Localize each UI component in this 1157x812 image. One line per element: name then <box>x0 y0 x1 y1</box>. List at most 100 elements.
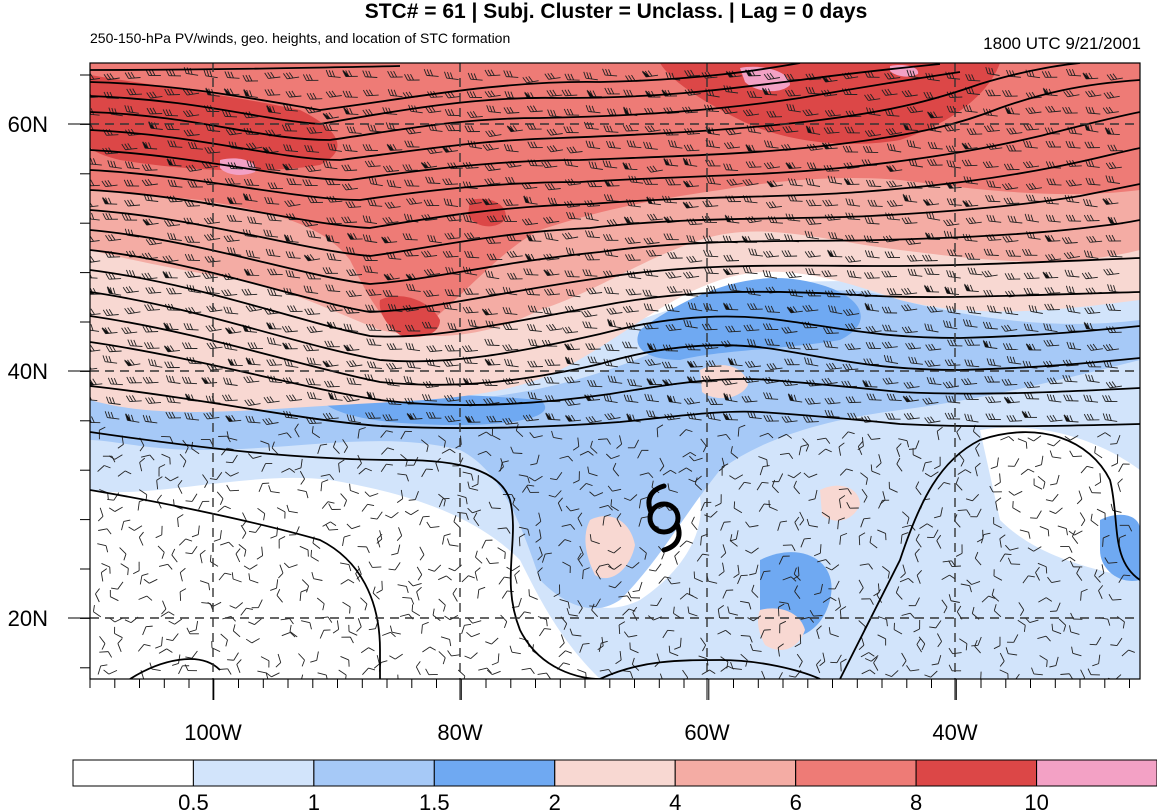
wind-barb <box>235 548 241 563</box>
wind-barb <box>1004 272 1021 280</box>
wind-barb <box>185 545 198 555</box>
wind-barb <box>305 378 321 386</box>
wind-barb <box>777 603 785 617</box>
wind-barb <box>772 473 784 483</box>
wind-barb <box>522 76 539 84</box>
wind-barb <box>925 343 942 351</box>
wind-barb <box>934 507 943 519</box>
wind-barb <box>559 598 570 609</box>
wind-barb <box>504 358 519 368</box>
wind-barb <box>882 377 899 385</box>
wind-barb <box>183 129 200 137</box>
wind-barb <box>603 234 619 241</box>
wind-barb <box>223 235 240 243</box>
wind-barb <box>305 272 322 280</box>
wind-barb <box>348 624 358 636</box>
wind-barb <box>245 142 263 150</box>
wind-barb <box>1017 438 1028 449</box>
wind-barb <box>700 438 707 453</box>
wind-barb <box>885 127 903 136</box>
wind-barb <box>368 177 383 187</box>
wind-barb <box>1021 410 1037 418</box>
wind-barb <box>444 108 461 117</box>
wind-barb <box>905 342 922 350</box>
wind-barb <box>527 323 542 332</box>
wind-barb <box>199 580 211 591</box>
wind-barb <box>785 341 801 350</box>
wind-barb <box>796 653 803 668</box>
colorbar-swatch <box>795 759 917 787</box>
wind-barb <box>187 180 203 188</box>
wind-barb <box>527 141 543 149</box>
wind-barb <box>257 507 266 521</box>
wind-barb <box>1007 458 1020 467</box>
wind-barb <box>506 234 522 242</box>
wind-barb <box>184 270 201 278</box>
wind-barb <box>858 532 866 546</box>
wind-barb <box>901 652 907 667</box>
wind-barb <box>559 455 573 462</box>
wind-barb <box>463 232 481 240</box>
wind-barb <box>527 305 543 314</box>
wind-barb <box>1007 557 1021 565</box>
wind-barb <box>763 414 779 422</box>
wind-barb <box>604 412 621 421</box>
wind-barb <box>1019 529 1031 539</box>
wind-barb <box>138 531 144 546</box>
wind-barb <box>467 507 482 514</box>
wind-barb <box>484 164 501 172</box>
wind-barb <box>325 233 340 244</box>
wind-barb <box>416 566 423 581</box>
wind-barb <box>966 128 983 135</box>
wind-barb <box>1094 473 1102 487</box>
wind-barb <box>806 518 818 528</box>
wind-barb <box>341 636 354 644</box>
wind-barb <box>507 272 523 280</box>
wind-barb <box>440 636 452 647</box>
wind-barb <box>701 71 718 79</box>
wind-barb <box>102 355 118 364</box>
wind-barb <box>1039 655 1048 667</box>
wind-barb <box>442 178 459 186</box>
wind-barb <box>603 194 619 202</box>
height-contour <box>90 219 1140 285</box>
wind-barb <box>141 164 158 171</box>
lon-label-100w: 100W <box>184 720 242 745</box>
wind-barb <box>814 583 823 595</box>
wind-barb <box>485 129 502 137</box>
wind-barb <box>926 305 943 313</box>
wind-barb <box>224 177 241 185</box>
wind-barb <box>357 427 366 439</box>
wind-barb <box>603 125 619 133</box>
wind-barb <box>518 474 530 484</box>
wind-barb <box>322 112 339 120</box>
wind-barb <box>782 576 797 582</box>
wind-barb <box>999 534 1006 548</box>
wind-barb <box>1065 68 1082 77</box>
wind-barb <box>782 544 796 552</box>
wind-barb <box>427 234 442 244</box>
wind-barb <box>564 398 581 406</box>
wind-barb <box>993 569 1003 581</box>
wind-barb <box>263 229 279 238</box>
wind-barb <box>324 340 340 348</box>
wind-barb <box>306 391 322 401</box>
wind-barb <box>861 669 876 675</box>
wind-barb <box>231 572 242 583</box>
wind-barb <box>484 338 500 346</box>
wind-barb <box>840 658 847 672</box>
wind-barb <box>298 653 305 667</box>
wind-barb <box>221 289 238 297</box>
wind-barb <box>706 176 721 185</box>
wind-barb <box>161 453 171 465</box>
wind-barb <box>792 566 800 580</box>
wind-barb <box>587 466 598 477</box>
wind-barb <box>581 310 598 318</box>
wind-barb <box>541 161 558 169</box>
wind-barb <box>991 588 1000 602</box>
wind-barb <box>794 634 802 648</box>
wind-barb <box>242 74 259 82</box>
wind-barb <box>667 483 678 493</box>
wind-barb <box>524 378 541 386</box>
wind-barb <box>327 391 343 401</box>
